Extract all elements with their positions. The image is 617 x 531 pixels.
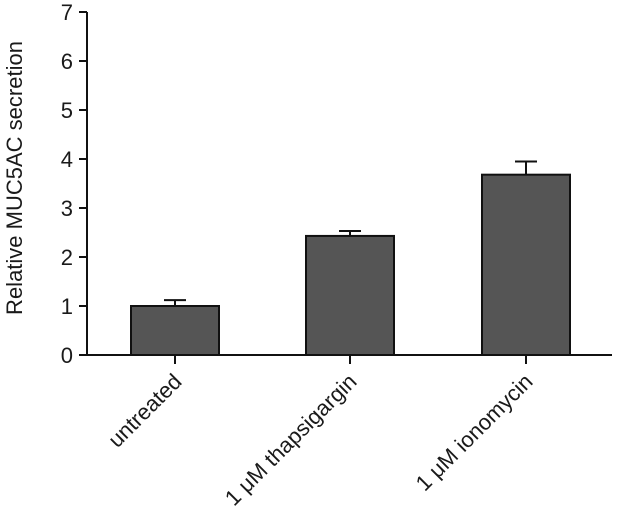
y-tick-label: 4 bbox=[61, 147, 73, 172]
plot-area: 0 1 2 3 4 5 6 7 untreated 1 μM thapsigargin 1 μM i… bbox=[61, 0, 612, 511]
bar bbox=[481, 173, 571, 356]
x-tick-label: 1 μM thapsigargin bbox=[220, 369, 362, 511]
x-tick-label: untreated bbox=[103, 369, 186, 452]
y-tick-label: 3 bbox=[61, 196, 73, 221]
y-tick-label: 5 bbox=[61, 98, 73, 123]
y-tick-label: 1 bbox=[61, 294, 73, 319]
bar bbox=[305, 234, 395, 356]
y-tick-label: 7 bbox=[61, 0, 73, 25]
y-tick-label: 2 bbox=[61, 245, 73, 270]
x-tick-label: 1 μM ionomycin bbox=[411, 369, 538, 496]
bar bbox=[130, 305, 220, 356]
y-axis-label: Relative MUC5AC secretion bbox=[2, 41, 27, 315]
y-tick-label: 0 bbox=[61, 343, 73, 368]
y-tick-label: 6 bbox=[61, 49, 73, 74]
